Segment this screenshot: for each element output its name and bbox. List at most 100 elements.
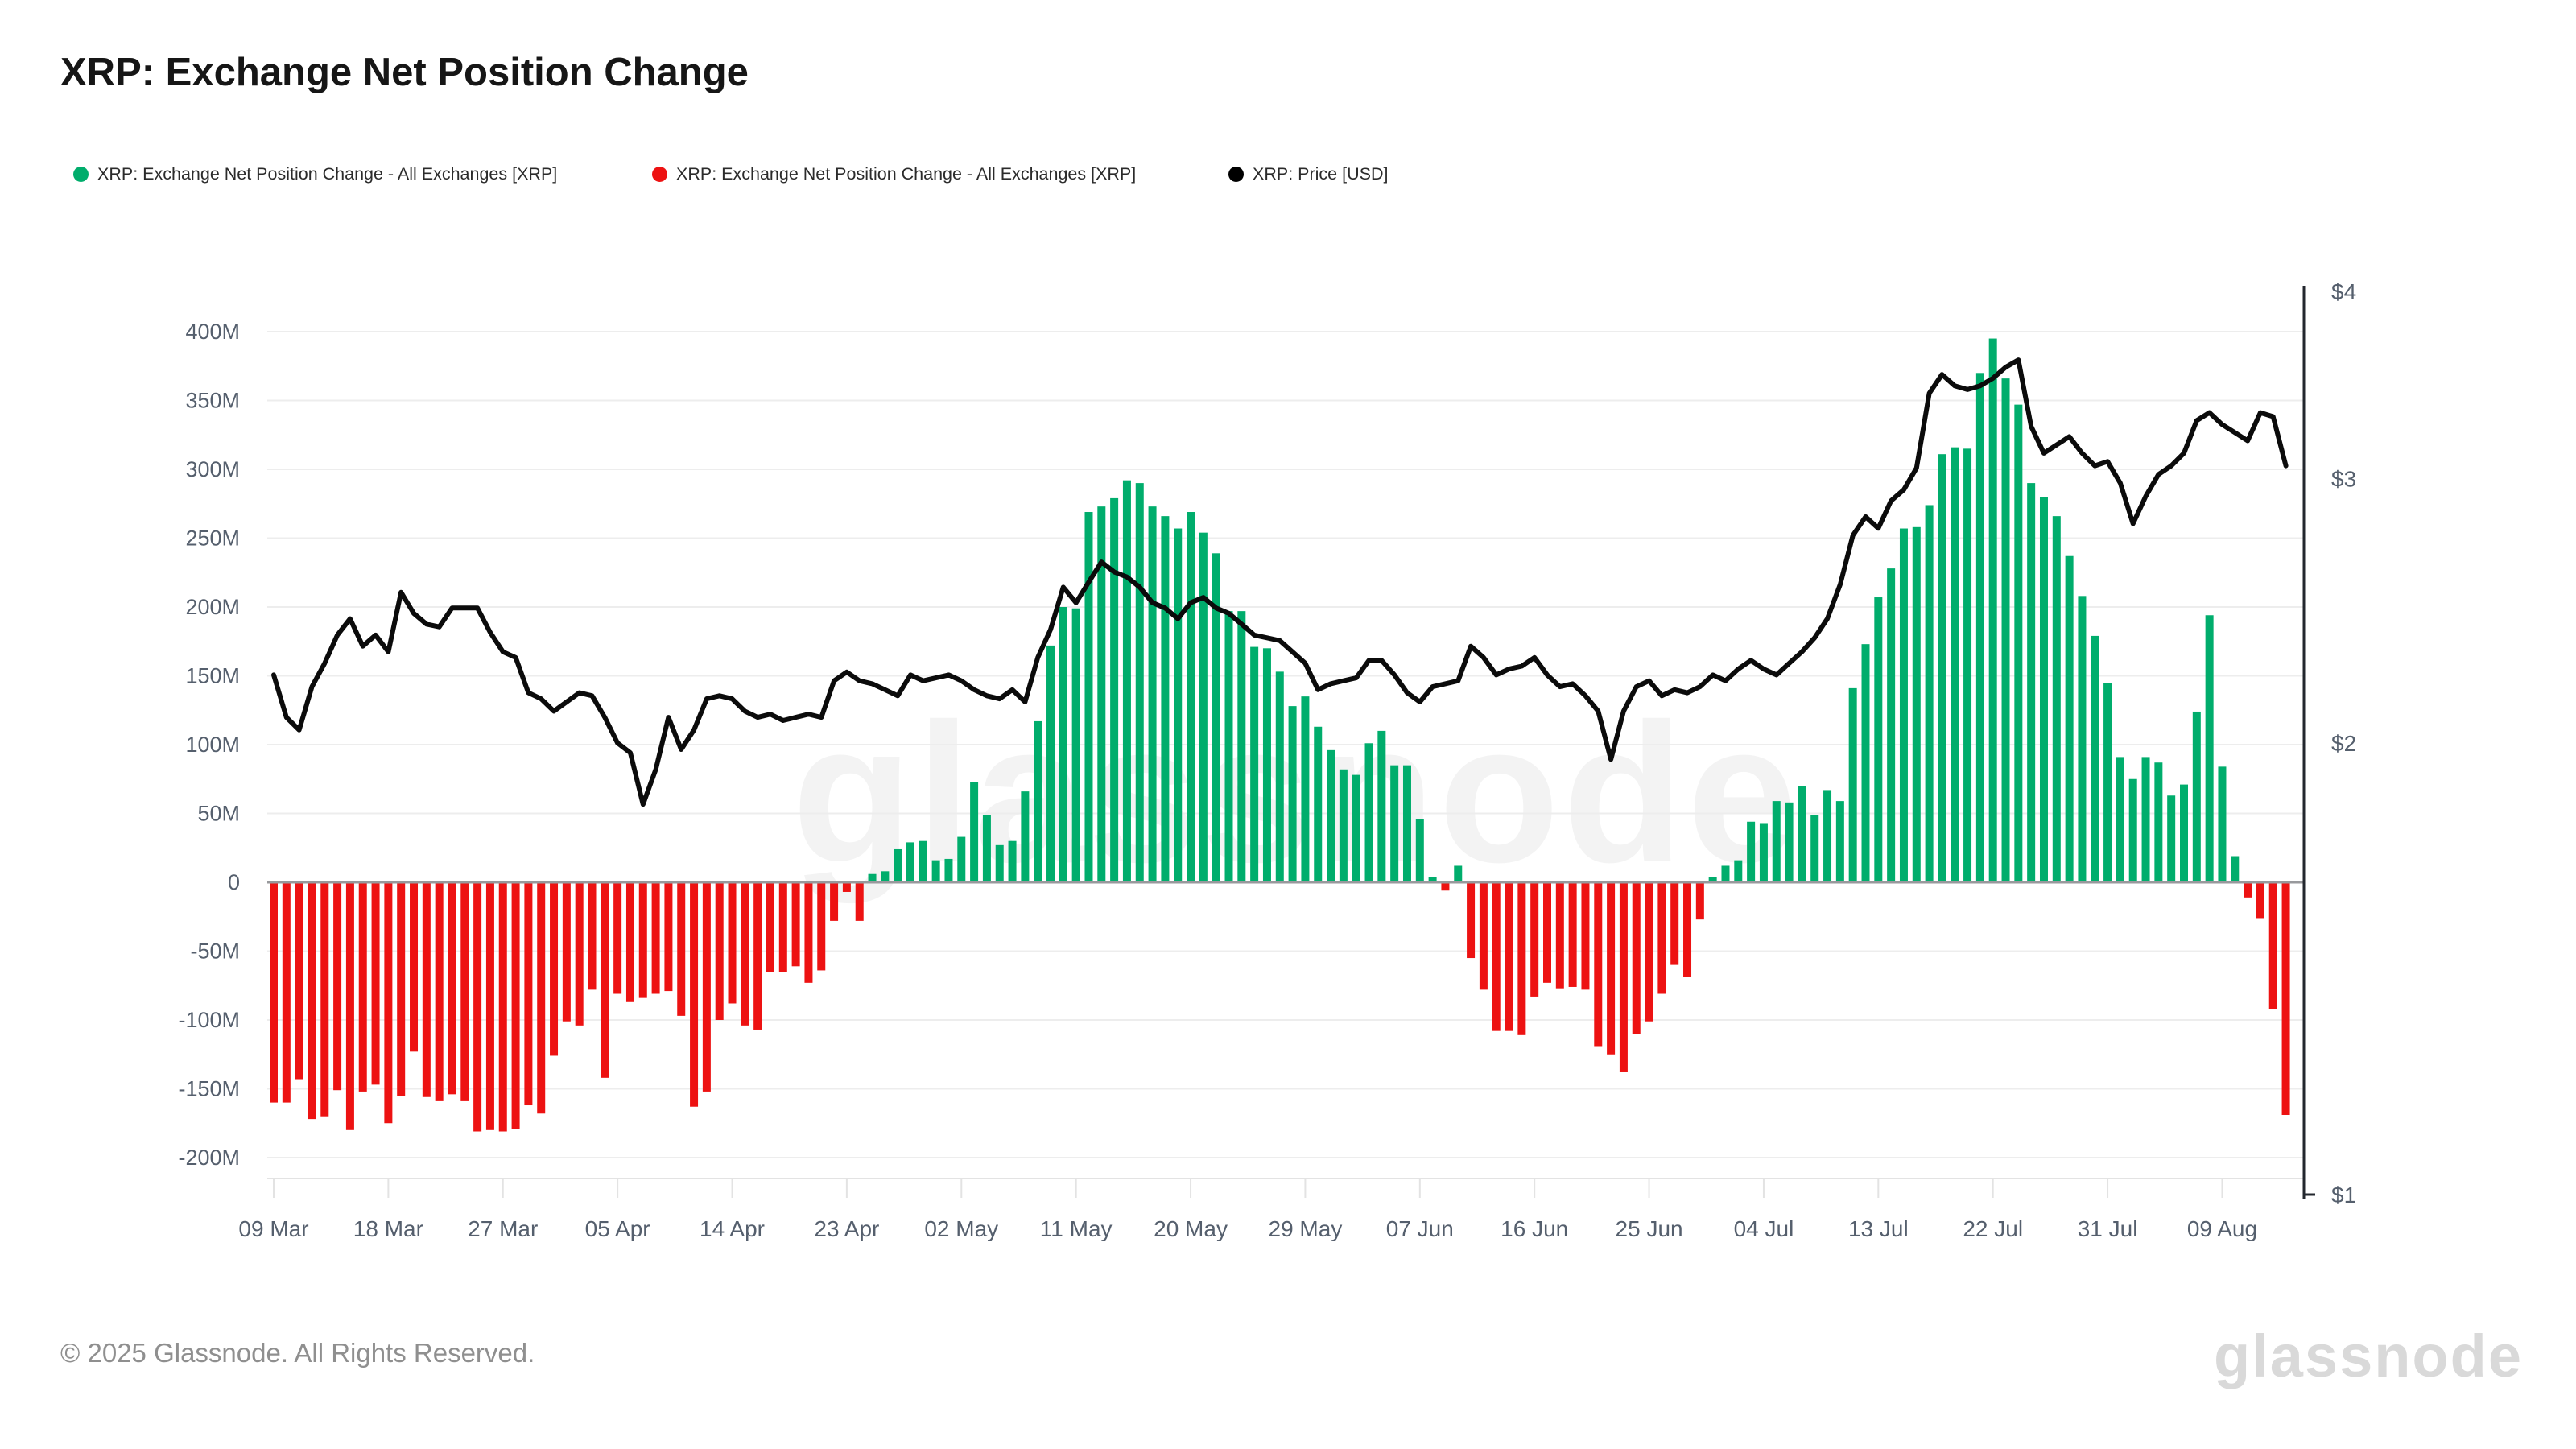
- bar: [1938, 454, 1946, 882]
- bar: [2027, 483, 2036, 882]
- bar: [537, 882, 546, 1114]
- bar: [1339, 769, 1348, 882]
- bar: [1467, 882, 1476, 959]
- bar: [753, 882, 762, 1030]
- axis-labels-layer: 400M 350M 300M 250M 200M 150M 100M 50M 0 -50M -100…: [178, 279, 2356, 1241]
- y-left-tick-label: 400M: [185, 320, 240, 344]
- bar: [1975, 373, 1984, 882]
- bar: [1645, 882, 1653, 1022]
- x-tick-label: 29 May: [1269, 1216, 1343, 1241]
- bar: [1122, 480, 1131, 882]
- bar: [2268, 882, 2277, 1009]
- legend-label: XRP: Price [USD]: [1253, 163, 1389, 184]
- bar: [791, 882, 800, 967]
- bar: [345, 882, 354, 1130]
- bar: [931, 860, 940, 882]
- bar: [588, 882, 597, 990]
- bar: [1314, 726, 1323, 882]
- bar: [1759, 823, 1768, 882]
- bar: [1034, 720, 1042, 882]
- bar: [1275, 671, 1284, 882]
- bar: [2281, 882, 2290, 1115]
- x-tick-label: 27 Mar: [468, 1216, 538, 1241]
- bar: [2256, 882, 2264, 919]
- bar: [1071, 608, 1080, 882]
- bar: [1657, 882, 1666, 994]
- bar: [2078, 596, 2087, 882]
- bar: [855, 882, 864, 921]
- bar: [894, 848, 902, 882]
- bar: [1084, 512, 1093, 882]
- bar: [575, 882, 584, 1026]
- bar: [524, 882, 533, 1106]
- x-tick-label: 09 Mar: [238, 1216, 308, 1241]
- bar: [1594, 882, 1603, 1046]
- bar: [2167, 795, 2176, 882]
- x-tick-label: 09 Aug: [2187, 1216, 2257, 1241]
- bar: [1848, 687, 1857, 882]
- x-tick-label: 05 Apr: [585, 1216, 650, 1241]
- bar: [485, 882, 494, 1130]
- bar: [1110, 497, 1119, 882]
- price-line-layer: [271, 357, 2289, 807]
- bar: [2192, 711, 2201, 882]
- x-tick-label: 07 Jun: [1386, 1216, 1454, 1241]
- bar: [1262, 648, 1271, 882]
- bar: [2231, 856, 2240, 882]
- y-right-tick-label: $2: [2331, 731, 2356, 756]
- bar: [384, 882, 393, 1124]
- legend-item-net-position-positive[interactable]: XRP: Exchange Net Position Change - All …: [73, 159, 557, 188]
- bar: [1899, 528, 1908, 882]
- x-tick-label: 31 Jul: [2078, 1216, 2138, 1241]
- page-title: XRP: Exchange Net Position Change: [60, 51, 749, 94]
- bar: [1479, 882, 1488, 990]
- bar: [1555, 882, 1564, 989]
- bar: [2244, 882, 2252, 898]
- bar: [601, 882, 609, 1078]
- bar: [1861, 644, 1870, 882]
- bar: [1530, 882, 1539, 997]
- bar: [371, 882, 380, 1085]
- bar: [1021, 791, 1030, 882]
- bar: [1148, 506, 1157, 882]
- bar: [460, 882, 469, 1101]
- bar: [1988, 338, 1997, 882]
- bar: [1301, 696, 1310, 882]
- bar: [1097, 506, 1106, 882]
- bar: [2141, 757, 2150, 882]
- y-left-tick-label: 100M: [185, 733, 240, 757]
- bar: [868, 873, 877, 882]
- x-tick-label: 13 Jul: [1848, 1216, 1909, 1241]
- bar: [1951, 447, 1959, 882]
- bar: [448, 882, 456, 1095]
- bar: [1874, 597, 1883, 882]
- bar: [1632, 882, 1641, 1034]
- legend-dot-red-icon: [652, 166, 667, 182]
- bar: [1772, 801, 1781, 882]
- legend-item-net-position-negative[interactable]: XRP: Exchange Net Position Change - All …: [652, 159, 1136, 188]
- bar: [1454, 865, 1463, 882]
- bar: [1415, 819, 1424, 882]
- bar: [638, 882, 647, 998]
- bar: [1187, 512, 1195, 882]
- bar: [397, 882, 406, 1096]
- y-left-tick-label: 350M: [185, 389, 240, 413]
- bar: [970, 782, 979, 882]
- bar: [1352, 774, 1360, 882]
- bar: [410, 882, 419, 1052]
- bar: [1798, 786, 1806, 882]
- bar: [1810, 815, 1819, 882]
- bar: [1237, 611, 1246, 882]
- bar: [982, 815, 991, 882]
- bar: [1517, 882, 1526, 1035]
- y-right-tick-label: $1: [2331, 1183, 2356, 1208]
- bar: [1428, 877, 1437, 882]
- glassnode-logo[interactable]: glassnode: [2214, 1323, 2523, 1389]
- bar: [1607, 882, 1616, 1055]
- legend-item-price[interactable]: XRP: Price [USD]: [1228, 159, 1388, 188]
- x-tick-label: 18 Mar: [353, 1216, 423, 1241]
- bar: [1823, 790, 1832, 882]
- chart-legend: XRP: Exchange Net Position Change - All …: [0, 159, 2576, 192]
